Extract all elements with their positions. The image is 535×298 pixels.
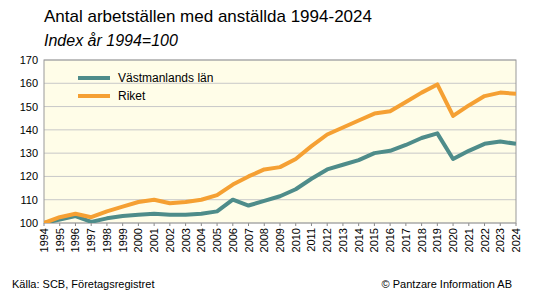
subtitle: Index år 1994=100 [44, 32, 178, 49]
grid-line [44, 153, 516, 154]
x-tick-label: 2008 [258, 228, 270, 252]
x-tick-label: 2001 [148, 228, 160, 252]
grid-line [44, 106, 516, 107]
y-tick-label: 100 [20, 217, 38, 229]
x-tick-label: 2004 [195, 228, 207, 252]
grid-line [44, 129, 516, 130]
x-tick-label: 1999 [117, 228, 129, 252]
legend-label: Västmanlands län [118, 71, 213, 85]
x-tick-label: 1998 [101, 228, 113, 252]
x-tick-label: 2017 [400, 228, 412, 252]
plot-frame [44, 60, 516, 223]
x-tick-label: 1996 [69, 228, 81, 252]
y-tick-label: 150 [20, 101, 38, 113]
x-tick-label: 2003 [180, 228, 192, 252]
y-tick-label: 120 [20, 170, 38, 182]
series-line [44, 84, 516, 223]
title: Antal arbetställen med anställda 1994-20… [44, 7, 372, 26]
x-tick-label: 2024 [510, 228, 522, 252]
x-tick-label: 2014 [353, 228, 365, 252]
x-tick-label: 2016 [384, 228, 396, 252]
x-tick-label: 2011 [305, 228, 317, 252]
x-tick-label: 2006 [227, 228, 239, 252]
y-tick-label: 140 [20, 124, 38, 136]
plot-background [44, 60, 516, 223]
y-tick-label: 170 [20, 54, 38, 66]
x-tick-label: 2019 [431, 228, 443, 252]
series-group [44, 84, 516, 223]
legend-swatch [78, 94, 110, 98]
x-tick-label: 2000 [132, 228, 144, 252]
grid-line [44, 199, 516, 200]
y-tick-label: 130 [20, 147, 38, 159]
x-tick-label: 2002 [164, 228, 176, 252]
x-tick-label: 1995 [54, 228, 66, 252]
x-tick-label: 2013 [337, 228, 349, 252]
legend-label: Riket [118, 89, 146, 103]
x-tick-label: 2020 [447, 228, 459, 252]
x-tick-label: 1994 [38, 228, 50, 252]
grid-line [44, 176, 516, 177]
x-tick-label: 2009 [274, 228, 286, 252]
x-tick-label: 2005 [211, 228, 223, 252]
x-tick-label: 1997 [85, 228, 97, 252]
y-tick-label: 160 [20, 77, 38, 89]
x-tick-label: 2018 [416, 228, 428, 252]
x-tick-label: 2015 [368, 228, 380, 252]
y-tick-label: 110 [20, 194, 38, 206]
x-tick-label: 2007 [243, 228, 255, 252]
legend-swatch [78, 76, 110, 80]
x-tick-label: 2022 [479, 228, 491, 252]
x-tick-label: 2023 [494, 228, 506, 252]
credit: © Pantzare Information AB [382, 278, 512, 290]
source: Källa: SCB, Företagsregistret [12, 278, 154, 290]
grid-line [44, 83, 516, 84]
x-tick-label: 2021 [463, 228, 475, 252]
chart: Antal arbetställen med anställda 1994-20… [0, 0, 535, 298]
x-tick-label: 2012 [321, 228, 333, 252]
x-tick-label: 2010 [290, 228, 302, 252]
